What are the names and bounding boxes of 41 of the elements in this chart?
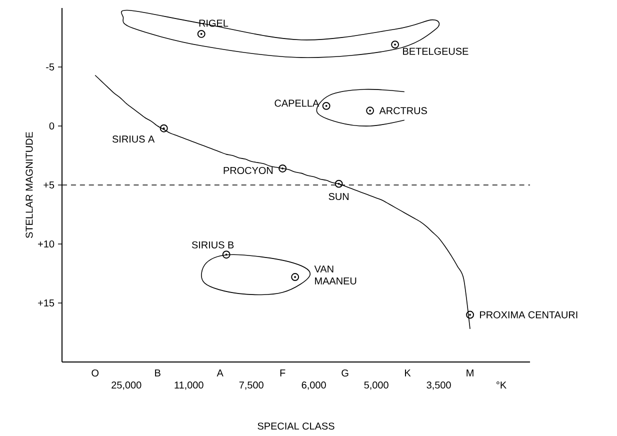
x-tick-label: F [280, 369, 286, 376]
y-tick-label: 0 [49, 122, 54, 130]
annotation: VAN MAANEU [314, 266, 356, 284]
x-tick-label: 7,500 [239, 382, 264, 390]
x-tick-label: A [216, 369, 224, 376]
y-tick-label: +5 [44, 182, 54, 188]
x-tick-label: O [92, 370, 99, 377]
annotation: SUN [328, 193, 349, 200]
annotation: BETELGEUSE [403, 48, 468, 55]
y-tick-label: +10 [38, 240, 54, 248]
x-tick-label: 25,000 [112, 382, 142, 390]
x-tick-label: 11,000 [174, 382, 204, 390]
annotation: SIRIUS B [192, 241, 234, 248]
point [322, 102, 330, 110]
point [278, 164, 287, 172]
point [160, 124, 168, 132]
y-axis-title: STELLAR MAGNITUDE [26, 132, 33, 238]
annotation: PROXIMA CENTAURI [480, 311, 578, 318]
y-tick-label: -5 [46, 64, 54, 70]
x-tick-label: B [155, 369, 160, 376]
annotation: CAPELLA [274, 100, 320, 107]
point [466, 310, 474, 319]
annotation: SIRIUS A [112, 136, 155, 143]
x-tick-label: M [466, 369, 474, 376]
x-tick-label: G [342, 370, 348, 377]
point [366, 106, 374, 115]
point [197, 30, 206, 38]
x-tick-label: 6,000 [302, 382, 326, 390]
y-tick-label: +15 [38, 300, 54, 306]
point [222, 250, 230, 259]
x-tick-label: °K [496, 382, 506, 388]
x-axis-title: SPECIAL CLASS [258, 422, 334, 430]
x-tick-label: 3,500 [426, 382, 451, 390]
point [291, 273, 300, 282]
annotation: PROCYON [224, 166, 273, 174]
point [391, 40, 400, 49]
x-tick-label: 5,000 [364, 382, 388, 390]
annotation: RIGEL [199, 20, 228, 27]
annotation: ARCTRUS [379, 107, 427, 114]
x-tick-label: K [405, 369, 411, 376]
point [334, 180, 343, 188]
